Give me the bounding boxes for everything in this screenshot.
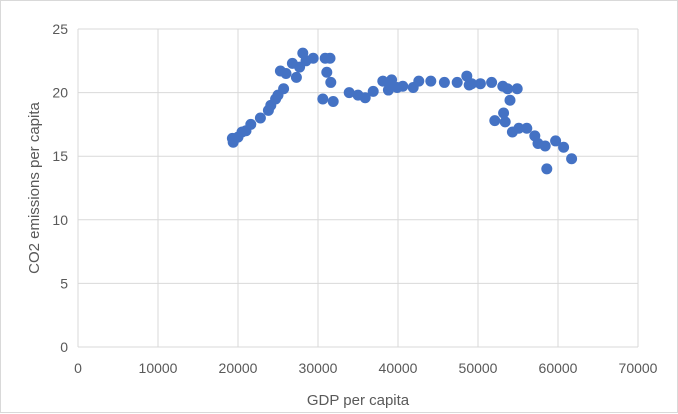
- data-point: [307, 52, 319, 64]
- x-axis-title: GDP per capita: [307, 392, 410, 409]
- data-point: [474, 78, 486, 90]
- data-point: [367, 85, 379, 97]
- data-point: [280, 68, 292, 80]
- data-point: [504, 94, 516, 106]
- data-point: [489, 115, 501, 127]
- y-tick-label: 20: [52, 85, 68, 101]
- data-point: [397, 80, 409, 92]
- data-points: [226, 47, 578, 175]
- data-point: [321, 66, 333, 78]
- data-point: [539, 140, 551, 152]
- x-tick-label: 60000: [539, 360, 578, 376]
- data-point: [550, 135, 562, 147]
- x-tick-label: 40000: [379, 360, 418, 376]
- data-point: [558, 141, 570, 153]
- data-point: [343, 87, 355, 99]
- data-point: [278, 83, 290, 95]
- x-tick-label: 30000: [299, 360, 338, 376]
- y-tick-label: 25: [52, 21, 68, 37]
- data-point: [486, 76, 498, 88]
- tick-labels: 0 5 10 15 20 25 0 10000 20000 30000 40000 50000 6000…: [52, 21, 657, 376]
- data-point: [502, 83, 514, 95]
- data-point: [451, 76, 463, 88]
- data-point: [466, 78, 478, 90]
- data-point: [425, 75, 437, 87]
- data-point: [521, 122, 533, 134]
- data-point: [254, 112, 266, 124]
- data-point: [511, 83, 523, 95]
- data-point: [386, 74, 398, 86]
- data-point: [245, 118, 257, 130]
- data-point: [541, 163, 553, 175]
- x-tick-label: 0: [74, 360, 82, 376]
- data-point: [325, 76, 337, 88]
- y-tick-label: 10: [52, 212, 68, 228]
- data-point: [413, 75, 425, 87]
- data-point: [317, 93, 329, 105]
- data-point: [513, 122, 525, 134]
- x-tick-label: 70000: [619, 360, 658, 376]
- data-point: [498, 107, 510, 119]
- data-point: [566, 153, 578, 165]
- data-point: [290, 71, 302, 83]
- x-tick-label: 50000: [459, 360, 498, 376]
- data-point: [499, 116, 511, 128]
- y-tick-label: 0: [60, 339, 68, 355]
- y-tick-label: 5: [60, 275, 68, 291]
- x-tick-label: 10000: [139, 360, 178, 376]
- y-axis-title: CO2 emissions per capita: [26, 101, 43, 273]
- data-point: [359, 92, 371, 104]
- data-point: [327, 96, 339, 108]
- x-tick-label: 20000: [219, 360, 258, 376]
- data-point: [438, 76, 450, 88]
- data-point: [324, 52, 336, 64]
- gridlines: [77, 28, 639, 348]
- y-tick-label: 15: [52, 148, 68, 164]
